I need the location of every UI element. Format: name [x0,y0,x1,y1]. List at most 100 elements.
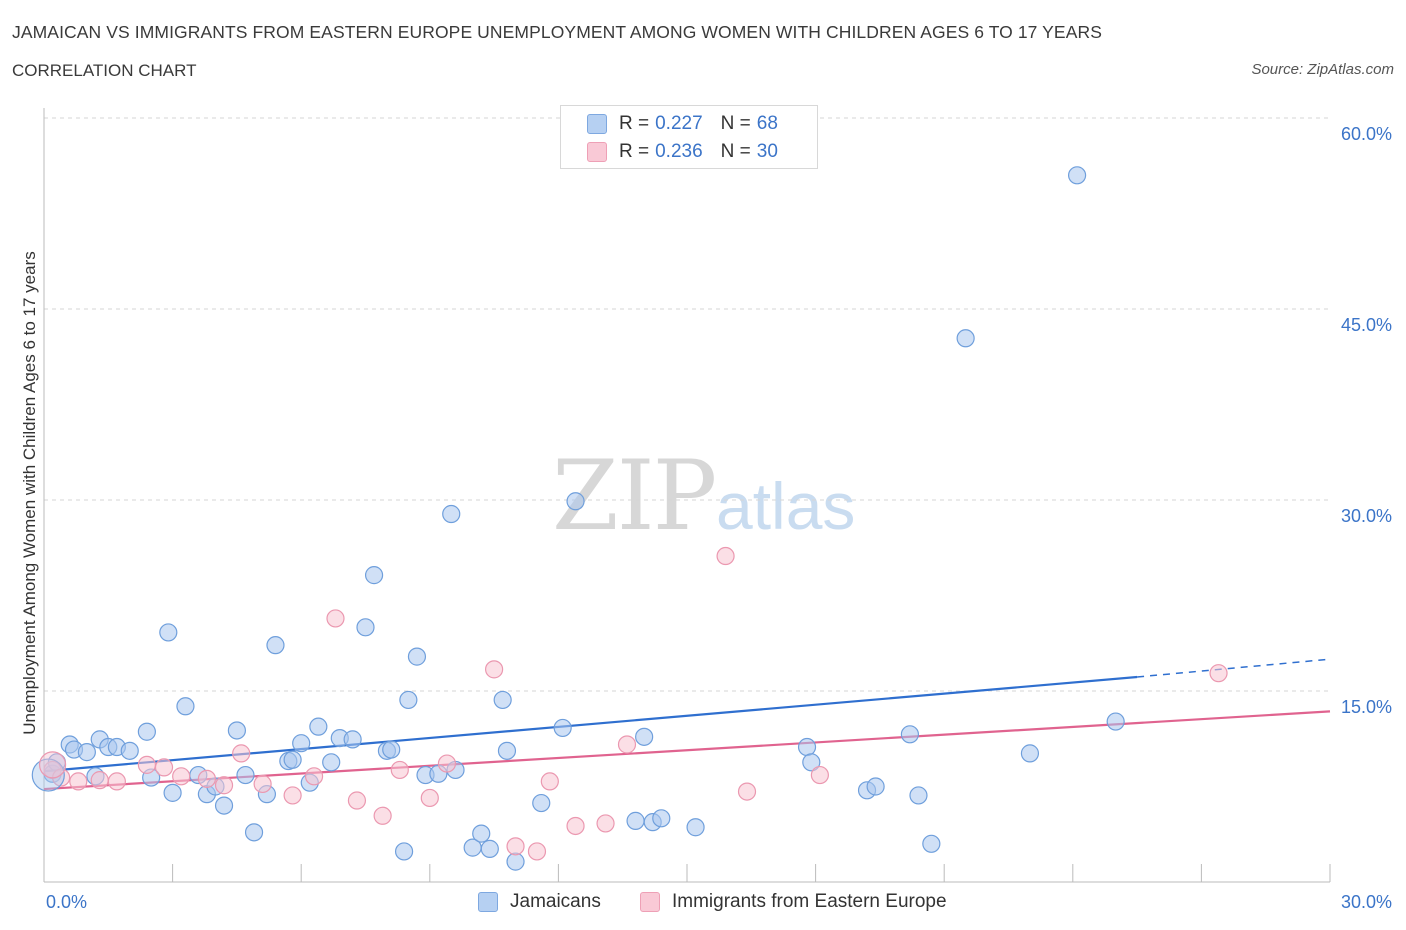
tick-labels: 15.0% 30.0% 45.0% 60.0% 0.0% 30.0% [46,124,1392,912]
point-immigrants [390,760,409,780]
point-immigrants [737,782,757,801]
point-immigrants [214,776,234,795]
trend-line-jamaicans [43,675,1138,773]
legend-n-label: N = [720,113,751,134]
point-immigrants [38,751,67,779]
legend-swatch-pink [587,142,607,162]
grid-lines [44,117,1330,692]
legend-item-jamaicans[interactable]: Jamaicans [478,890,601,914]
point-immigrants [172,767,191,786]
point-jamaicans [797,737,817,757]
legend-row-jamaicans: R = 0.227 N = 68 [587,112,778,136]
point-jamaicans [283,750,302,769]
y-tick-label: 45.0% [1341,315,1392,335]
point-jamaicans [506,852,525,871]
point-jamaicans [1106,712,1125,731]
point-immigrants [1209,664,1228,683]
point-jamaicans [900,725,920,744]
point-immigrants [485,660,504,679]
point-immigrants [347,791,367,810]
point-jamaicans [176,697,195,716]
point-immigrants [304,767,324,786]
axes [43,108,1331,883]
point-jamaicans [120,741,139,760]
watermark-atlas: atlas [716,469,856,543]
point-jamaicans [493,690,512,710]
legend-r-label: R = [619,113,650,134]
legend-r-label: R = [619,141,650,162]
point-jamaicans [163,783,182,802]
point-immigrants [90,771,109,790]
point-immigrants [283,786,302,805]
point-jamaicans [652,809,671,828]
source-label: Source: ZipAtlas.com [1251,61,1394,78]
point-immigrants [596,814,615,833]
legend-n-value: 30 [756,141,778,162]
point-jamaicans [1020,744,1040,763]
stats-legend: R = 0.227 N = 68 R = 0.236 N = 30 [560,105,818,169]
point-jamaicans [922,834,941,853]
legend-swatch-blue [587,114,607,134]
point-jamaicans [159,623,178,642]
legend-swatch-pink [640,892,660,912]
point-jamaicans [382,740,401,759]
legend-n-value: 68 [756,113,778,134]
point-immigrants [420,788,439,808]
point-jamaicans [532,793,551,813]
point-immigrants [197,769,216,788]
point-jamaicans [214,796,234,815]
point-immigrants [69,772,88,791]
point-jamaicans [909,786,928,805]
point-jamaicans [343,730,362,749]
point-jamaicans [356,618,375,637]
point-immigrants [540,772,559,791]
point-jamaicans [686,818,705,837]
point-jamaicans [442,504,461,524]
legend-row-immigrants: R = 0.236 N = 30 [587,140,778,164]
point-immigrants [107,772,126,791]
legend-label-jamaicans: Jamaicans [510,891,601,912]
point-jamaicans [292,734,311,753]
point-jamaicans [322,753,341,772]
point-jamaicans [802,753,821,772]
point-immigrants [506,837,525,856]
point-immigrants [566,816,585,836]
point-jamaicans [399,690,418,710]
point-jamaicans [137,722,156,741]
point-jamaicans [266,636,285,655]
point-jamaicans [236,765,255,785]
y-tick-label: 60.0% [1341,124,1392,144]
chart-subtitle: CORRELATION CHART [12,61,197,80]
point-jamaicans [309,717,328,736]
point-jamaicans [497,741,517,760]
point-jamaicans [364,566,384,585]
point-jamaicans [472,824,491,843]
x-tick-label: 0.0% [46,892,87,912]
point-jamaicans [956,329,975,348]
point-immigrants [253,774,272,794]
legend-r-value: 0.227 [655,113,703,134]
x-tick-label: 30.0% [1341,892,1392,912]
legend-item-immigrants[interactable]: Immigrants from Eastern Europe [640,890,947,914]
point-immigrants [527,842,547,861]
point-jamaicans [626,811,645,830]
point-jamaicans [635,727,654,746]
point-immigrants [154,758,174,777]
point-jamaicans [480,839,499,858]
y-tick-label: 15.0% [1341,697,1392,717]
point-immigrants [232,744,251,763]
trend-line-jamaicans-extension [1137,658,1331,678]
legend-label-immigrants: Immigrants from Eastern Europe [672,891,947,912]
point-jamaicans [394,842,414,861]
legend-n-label: N = [720,141,751,162]
data-points [31,166,1228,871]
point-jamaicans [553,718,572,738]
point-jamaicans [77,743,96,762]
point-immigrants [437,754,457,773]
point-immigrants [373,806,392,825]
point-immigrants [326,609,345,628]
y-axis-label: Unemployment Among Women with Children A… [20,251,39,735]
point-immigrants [617,735,637,754]
point-immigrants [716,546,735,566]
chart-title: JAMAICAN VS IMMIGRANTS FROM EASTERN EURO… [12,22,1102,42]
